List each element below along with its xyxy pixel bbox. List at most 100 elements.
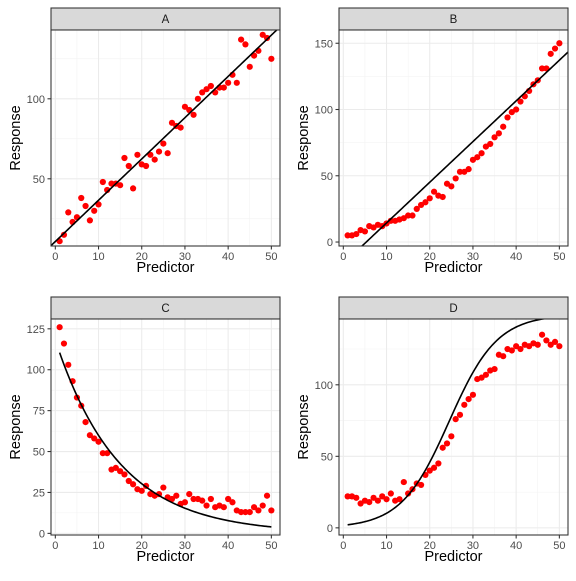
fit-line: [360, 51, 568, 246]
data-point: [220, 84, 227, 91]
data-point: [82, 418, 89, 426]
facet-panel-c: C 0 10 20 30 40 50 0 25 50 75 100 125 Predictor Respon…: [8, 296, 281, 565]
fit-line: [51, 30, 278, 246]
data-point: [263, 34, 271, 42]
data-point: [104, 450, 111, 457]
data-point: [199, 497, 206, 504]
data-point: [409, 212, 416, 219]
data-point: [160, 484, 167, 491]
x-tick-label: 10: [380, 251, 392, 263]
data-point: [504, 114, 511, 121]
data-point: [78, 194, 85, 202]
panel-background: [51, 319, 280, 535]
data-point: [125, 162, 132, 170]
y-tick-label: 100: [27, 365, 45, 377]
panel-border: [50, 29, 281, 247]
data-point: [263, 492, 271, 499]
x-tick-label: 40: [510, 251, 522, 263]
data-point: [361, 228, 369, 235]
data-point: [491, 365, 498, 373]
data-point: [443, 440, 451, 447]
data-point: [121, 471, 128, 478]
panel-border: [338, 29, 569, 247]
data-point: [91, 207, 98, 214]
data-point: [465, 166, 472, 173]
facet-panel-a: A 0 10 20 30 40 50 50 100 Predictor Response: [8, 7, 281, 276]
x-tick-label: 0: [340, 251, 346, 263]
y-tick-label: 150: [315, 38, 333, 50]
data-point: [543, 337, 550, 344]
data-point: [556, 40, 563, 47]
panel-content: [51, 319, 280, 535]
data-point: [556, 343, 563, 350]
data-point: [250, 504, 258, 511]
data-point: [99, 450, 106, 457]
data-point: [225, 495, 232, 503]
data-point: [387, 490, 394, 497]
data-point: [268, 507, 275, 514]
x-tick-label: 50: [553, 251, 565, 263]
data-point: [203, 502, 210, 509]
x-tick-label: 0: [52, 540, 58, 552]
data-point: [60, 340, 68, 347]
data-point: [513, 106, 520, 113]
data-point: [474, 154, 481, 161]
x-tick-label: 20: [424, 540, 436, 552]
x-tick-label: 20: [424, 251, 436, 263]
data-point: [461, 401, 468, 408]
y-tick-label: 50: [321, 171, 333, 183]
y-tick-label: 100: [315, 380, 333, 392]
y-tick-label: 100: [315, 105, 333, 117]
data-point: [220, 504, 227, 511]
x-axis-title: Predictor: [424, 260, 482, 276]
data-point: [259, 502, 266, 509]
y-axis-title: Response: [296, 394, 312, 459]
data-point: [268, 55, 275, 62]
panel-content: [339, 319, 568, 535]
data-point: [456, 411, 464, 418]
x-tick-label: 30: [179, 251, 191, 263]
data-point: [164, 150, 171, 157]
data-point: [207, 495, 214, 503]
x-tick-label: 30: [467, 540, 479, 552]
data-point: [396, 496, 403, 503]
data-point: [366, 498, 373, 506]
data-point: [95, 201, 102, 208]
data-point: [422, 199, 429, 206]
data-point: [86, 217, 93, 224]
data-point: [233, 79, 240, 86]
data-point: [168, 495, 176, 503]
x-tick-label: 20: [136, 251, 148, 263]
y-tick-label: 50: [321, 451, 333, 463]
data-point: [117, 468, 124, 475]
data-point: [344, 232, 351, 239]
y-tick-label: 0: [39, 528, 45, 540]
data-point: [242, 508, 249, 516]
x-tick-label: 10: [92, 251, 104, 263]
data-point: [517, 345, 524, 353]
data-point: [491, 134, 498, 141]
y-tick-label: 50: [33, 174, 45, 186]
data-point: [238, 508, 245, 516]
data-point: [448, 183, 455, 190]
data-point: [203, 86, 210, 93]
data-point: [430, 188, 438, 195]
data-point: [95, 438, 102, 445]
data-point: [551, 338, 559, 345]
data-point: [353, 494, 360, 501]
y-axis-title: Response: [8, 105, 24, 170]
data-point: [173, 492, 180, 499]
data-point: [495, 130, 502, 137]
x-axis-title: Predictor: [136, 260, 194, 276]
facet-strip-label: D: [449, 303, 457, 315]
data-point: [56, 324, 63, 331]
data-point: [255, 507, 262, 514]
data-point: [134, 151, 141, 158]
data-point: [374, 497, 381, 504]
data-point: [405, 490, 412, 497]
y-tick-label: 0: [327, 523, 333, 535]
data-point: [138, 487, 145, 494]
x-tick-label: 40: [510, 540, 522, 552]
x-tick-label: 50: [265, 251, 277, 263]
